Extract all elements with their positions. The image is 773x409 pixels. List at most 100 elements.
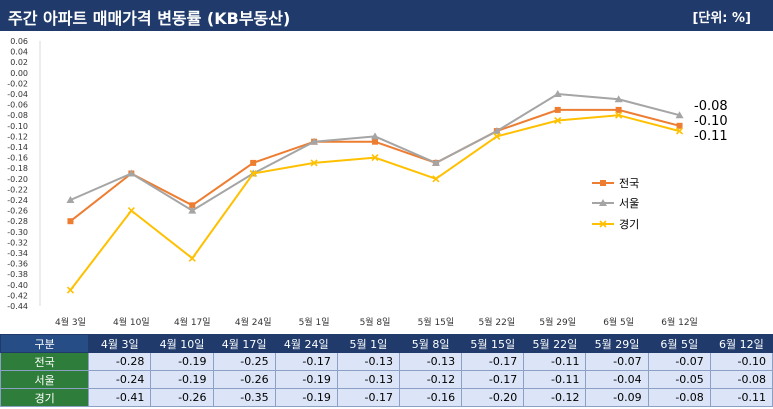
table-cell: -0.19 bbox=[274, 370, 338, 389]
y-tick-label: 0.06 bbox=[10, 37, 28, 46]
table-cell: -0.35 bbox=[212, 388, 276, 407]
y-tick-label: -0.38 bbox=[7, 270, 28, 279]
table-cell: -0.41 bbox=[88, 388, 152, 407]
y-tick-label: -0.14 bbox=[7, 143, 28, 152]
table-cell: -0.20 bbox=[461, 388, 525, 407]
chart-title: 주간 아파트 매매가격 변동률 (KB부동산) bbox=[8, 9, 291, 28]
y-tick-label: -0.18 bbox=[7, 164, 28, 173]
table-header-cell: 5월 15일 bbox=[461, 334, 525, 353]
data-point bbox=[431, 158, 440, 166]
data-table: 구분 4월 3일 4월 10일 4월 17일 4월 24일 5월 1일 5월 8… bbox=[0, 334, 773, 407]
table-cell: -0.25 bbox=[212, 352, 276, 371]
table-cell: -0.08 bbox=[709, 370, 773, 389]
table-cell: -0.28 bbox=[88, 352, 152, 371]
data-point bbox=[553, 90, 562, 97]
table-cell: -0.19 bbox=[274, 388, 338, 407]
table-cell: -0.11 bbox=[523, 352, 587, 371]
data-point bbox=[675, 127, 684, 135]
table-cell: -0.24 bbox=[88, 370, 152, 389]
table-cell: -0.04 bbox=[585, 370, 649, 389]
table-header-cell: 5월 22일 bbox=[523, 334, 587, 353]
y-tick-label: -0.04 bbox=[7, 90, 28, 99]
data-point bbox=[372, 138, 378, 145]
line-chart: 0.060.040.020.00-0.02-0.04-0.06-0.08-0.1… bbox=[0, 31, 773, 334]
y-tick-label: -0.32 bbox=[7, 238, 28, 247]
legend-marker bbox=[600, 180, 606, 186]
y-tick-label: -0.30 bbox=[7, 228, 28, 237]
table-header-cell: 6월 12일 bbox=[709, 334, 773, 353]
data-point bbox=[493, 132, 501, 140]
table-row: 전국 -0.28 -0.19 -0.25 -0.17 -0.13 -0.13 -… bbox=[0, 352, 773, 371]
y-tick-label: -0.10 bbox=[7, 122, 28, 131]
table-header-cell: 4월 3일 bbox=[88, 334, 152, 353]
y-tick-label: -0.40 bbox=[7, 281, 28, 290]
table-corner-cell: 구분 bbox=[0, 334, 90, 353]
y-tick-label: -0.12 bbox=[7, 132, 28, 141]
table-header-row: 구분 4월 3일 4월 10일 4월 17일 4월 24일 5월 1일 5월 8… bbox=[0, 334, 773, 353]
data-point bbox=[67, 218, 74, 225]
end-value-label: -0.08 bbox=[694, 99, 728, 114]
table-cell: -0.19 bbox=[150, 352, 214, 371]
data-point bbox=[554, 106, 561, 113]
y-tick-label: -0.34 bbox=[7, 249, 28, 258]
data-point bbox=[675, 111, 684, 119]
table-cell: -0.07 bbox=[647, 352, 711, 371]
data-point bbox=[189, 202, 196, 209]
table-cell: -0.12 bbox=[398, 370, 463, 389]
table-cell: -0.19 bbox=[150, 370, 214, 389]
table-cell: -0.09 bbox=[585, 388, 649, 407]
data-point bbox=[492, 127, 501, 135]
data-point bbox=[250, 159, 257, 166]
table-row: 서울 -0.24 -0.19 -0.26 -0.19 -0.13 -0.12 -… bbox=[0, 370, 773, 389]
row-label-gyeonggi: 경기 bbox=[0, 388, 90, 407]
legend-marker bbox=[599, 199, 607, 206]
data-point bbox=[127, 207, 135, 215]
y-tick-label: -0.20 bbox=[7, 175, 28, 184]
x-tick-label: 5월 22일 bbox=[479, 316, 516, 328]
y-tick-label: 0.04 bbox=[10, 48, 28, 57]
end-value-label: -0.10 bbox=[694, 114, 728, 129]
y-tick-label: -0.24 bbox=[7, 196, 28, 205]
y-tick-label: 0.02 bbox=[10, 58, 28, 67]
legend-label: 경기 bbox=[619, 218, 639, 231]
data-point bbox=[554, 116, 562, 125]
table-cell: -0.17 bbox=[274, 352, 338, 371]
x-tick-label: 5월 29일 bbox=[539, 316, 576, 328]
table-header-cell: 4월 24일 bbox=[274, 334, 338, 353]
row-label-nationwide: 전국 bbox=[0, 352, 90, 371]
table-cell: -0.17 bbox=[336, 388, 401, 407]
data-point bbox=[371, 132, 379, 140]
table-row: 경기 -0.41 -0.26 -0.35 -0.19 -0.17 -0.16 -… bbox=[0, 388, 773, 407]
legend-marker bbox=[599, 220, 607, 228]
legend-label: 서울 bbox=[619, 197, 639, 210]
table-cell: -0.10 bbox=[709, 352, 773, 371]
data-point bbox=[188, 254, 196, 262]
y-tick-label: -0.36 bbox=[7, 260, 28, 269]
table-cell: -0.26 bbox=[150, 388, 214, 407]
table-cell: -0.17 bbox=[461, 352, 525, 371]
table-cell: -0.11 bbox=[709, 388, 773, 407]
y-tick-label: 0.00 bbox=[10, 69, 28, 78]
x-tick-label: 4월 3일 bbox=[55, 316, 86, 328]
data-point bbox=[249, 169, 257, 178]
y-tick-label: -0.44 bbox=[7, 302, 28, 311]
legend-label: 전국 bbox=[619, 177, 639, 190]
end-value-label: -0.11 bbox=[694, 129, 728, 144]
table-header-cell: 4월 10일 bbox=[150, 334, 214, 353]
data-point bbox=[371, 154, 379, 162]
table-cell: -0.11 bbox=[523, 370, 587, 389]
y-tick-label: -0.16 bbox=[7, 154, 28, 163]
table-cell: -0.17 bbox=[461, 370, 525, 389]
data-point bbox=[432, 175, 440, 183]
y-tick-label: -0.02 bbox=[7, 79, 28, 88]
data-point bbox=[66, 196, 75, 203]
x-tick-label: 6월 12일 bbox=[661, 316, 698, 328]
table-cell: -0.13 bbox=[336, 370, 401, 389]
table-cell: -0.13 bbox=[398, 352, 463, 371]
y-tick-label: -0.26 bbox=[7, 207, 28, 216]
y-tick-label: -0.08 bbox=[7, 111, 28, 120]
table-cell: -0.07 bbox=[585, 352, 649, 371]
table-cell: -0.13 bbox=[336, 352, 401, 371]
x-tick-label: 4월 24일 bbox=[235, 316, 272, 328]
table-header-cell: 5월 8일 bbox=[398, 334, 463, 353]
